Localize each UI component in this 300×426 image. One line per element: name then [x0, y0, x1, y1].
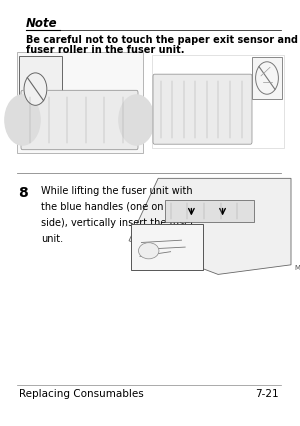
- Text: side), vertically insert the fuser: side), vertically insert the fuser: [41, 218, 194, 227]
- Circle shape: [24, 74, 47, 106]
- Text: Be careful not to touch the paper exit sensor and the surface of the: Be careful not to touch the paper exit s…: [26, 35, 300, 45]
- Text: While lifting the fuser unit with: While lifting the fuser unit with: [41, 185, 193, 195]
- Text: fuser roller in the fuser unit.: fuser roller in the fuser unit.: [26, 45, 184, 55]
- FancyBboxPatch shape: [165, 201, 254, 222]
- Text: Replacing Consumables: Replacing Consumables: [19, 388, 143, 397]
- Circle shape: [256, 63, 278, 95]
- FancyBboxPatch shape: [19, 57, 62, 108]
- Text: the blue handles (one on each: the blue handles (one on each: [41, 201, 190, 211]
- Polygon shape: [129, 179, 291, 275]
- Text: 7-21: 7-21: [255, 388, 279, 397]
- FancyBboxPatch shape: [16, 53, 142, 153]
- Text: Note: Note: [26, 17, 57, 30]
- FancyBboxPatch shape: [130, 225, 203, 271]
- FancyBboxPatch shape: [21, 91, 138, 150]
- Ellipse shape: [139, 243, 159, 259]
- Text: M: M: [294, 265, 300, 271]
- Circle shape: [5, 96, 40, 146]
- FancyBboxPatch shape: [152, 55, 284, 149]
- Text: 8: 8: [19, 185, 28, 199]
- Circle shape: [119, 96, 154, 146]
- Text: unit.: unit.: [41, 234, 63, 244]
- FancyBboxPatch shape: [153, 75, 252, 145]
- FancyBboxPatch shape: [252, 58, 282, 100]
